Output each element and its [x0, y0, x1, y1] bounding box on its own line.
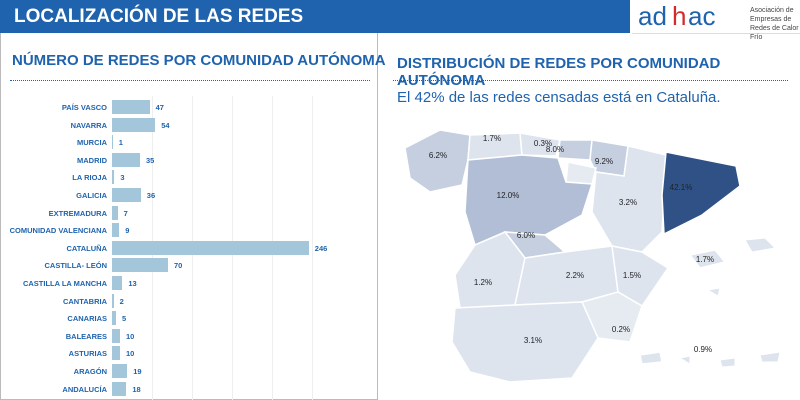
bar [112, 346, 120, 361]
bar [112, 258, 168, 273]
bar [112, 328, 120, 343]
map-percent-label: 6.2% [429, 151, 447, 160]
bar-category-label: CANARIAS [67, 314, 107, 324]
bar-category-label: CASTILLA- LEÓN [44, 261, 108, 271]
bar-value-label: 54 [161, 120, 170, 130]
map-region-baleares[interactable] [688, 249, 727, 269]
bar-value-label: 36 [146, 191, 156, 200]
bar-category-label: COMUNIDAD VALENCIANA [9, 226, 107, 236]
map-region-galicia[interactable] [404, 129, 471, 193]
bar-category-label: GALICIA [76, 191, 107, 200]
bar [112, 240, 309, 255]
map-region-comunidad-valenciana[interactable] [611, 245, 670, 307]
bar [112, 135, 113, 150]
bar [112, 100, 150, 114]
bar [112, 223, 120, 238]
gridline [312, 96, 313, 400]
map-percent-label: 8.0% [546, 145, 564, 154]
bar [112, 381, 127, 396]
bar-value-label: 5 [122, 314, 127, 324]
bar-value-label: 70 [174, 261, 183, 271]
bar-category-label: ARAGÓN [73, 367, 107, 376]
map-subtitle: El 42% de las redes censadas está en Cat… [397, 89, 721, 106]
bar-value-label: 2 [119, 296, 124, 306]
bar-category-label: EXTREMADURA [48, 208, 107, 218]
map-region-extremadura[interactable] [454, 231, 526, 309]
bar [112, 117, 156, 132]
map-percent-label: 9.2% [595, 157, 613, 166]
divider [10, 80, 370, 81]
logo-tagline: Asociación de Empresas de Redes de Calor… [750, 7, 800, 41]
map-percent-label: 6.0% [517, 231, 535, 240]
map-percent-label: 3.1% [524, 336, 542, 345]
bar-value-label: 35 [146, 155, 155, 165]
bar [112, 170, 115, 185]
map-percent-label: 2.2% [566, 271, 584, 280]
bar-value-label: 13 [128, 279, 137, 288]
map-region-canarias[interactable] [639, 351, 663, 365]
bar-value-label: 10 [126, 349, 135, 359]
bar-chart-title: NÚMERO DE REDES POR COMUNIDAD AUTÓNOMA [12, 52, 386, 69]
svg-text:ac: ac [688, 3, 715, 31]
bar-value-label: 10 [126, 331, 135, 341]
island [744, 237, 777, 253]
map-percent-label: 42.1% [670, 183, 693, 192]
map-percent-label: 1.7% [696, 255, 714, 264]
bar [112, 293, 114, 308]
adhac-logo: ad h ac Asociación de Empresas de Redes … [632, 0, 800, 41]
map-percent-label: 0.2% [612, 325, 630, 334]
bar-category-label: CASTILLA LA MANCHA [22, 279, 107, 288]
bar-category-label: MURCIA [77, 138, 107, 148]
map-region-catalu-a[interactable] [661, 151, 741, 236]
bar-value-label: 3 [120, 173, 125, 183]
island [759, 351, 781, 363]
map-percent-label: 0.3% [534, 139, 552, 148]
bar-category-label: MADRID [77, 155, 107, 165]
bar [112, 205, 118, 220]
bar-category-label: LA RIOJA [72, 173, 107, 183]
bar [112, 276, 123, 290]
island [706, 287, 721, 297]
map-region-andaluc-a[interactable] [451, 301, 599, 383]
bar-category-label: ANDALUCÍA [62, 384, 107, 394]
bar-value-label: 1 [118, 138, 123, 148]
divider [393, 80, 788, 81]
island [719, 357, 736, 368]
header-title: LOCALIZACIÓN DE LAS REDES [0, 0, 630, 33]
bar [112, 188, 141, 202]
bar-value-label: 246 [314, 243, 328, 253]
svg-text:ad: ad [638, 3, 667, 31]
map-percent-label: 1.2% [474, 278, 492, 287]
island [678, 355, 691, 365]
map-percent-label: 1.5% [623, 271, 641, 280]
bar-value-label: 47 [155, 103, 164, 112]
map-region-la-rioja[interactable] [565, 161, 597, 185]
map-region-cantabria[interactable] [519, 132, 561, 157]
map-percent-label: 3.2% [619, 198, 637, 207]
bar-category-label: NAVARRA [70, 120, 107, 130]
bar [112, 152, 140, 167]
map-percent-label: 0.9% [694, 345, 712, 354]
svg-text:h: h [672, 3, 686, 31]
bar [112, 311, 116, 326]
map-percent-label: 1.7% [483, 134, 501, 143]
bar-category-label: CATALUÑA [66, 243, 107, 253]
bar-value-label: 19 [133, 367, 142, 376]
bar-value-label: 7 [123, 208, 128, 218]
bar-category-label: BALEARES [65, 331, 107, 341]
bar-category-label: ASTURIAS [68, 349, 107, 359]
bar [112, 364, 128, 378]
bar-category-label: PAÍS VASCO [61, 103, 107, 112]
bar-value-label: 9 [125, 226, 130, 236]
adhac-logo-mark: ad h ac [638, 3, 715, 31]
map-percent-label: 12.0% [497, 191, 520, 200]
bar-category-label: CANTABRIA [62, 296, 107, 306]
map-region-castilla-le-n[interactable] [464, 154, 594, 247]
bar-value-label: 18 [132, 384, 141, 394]
